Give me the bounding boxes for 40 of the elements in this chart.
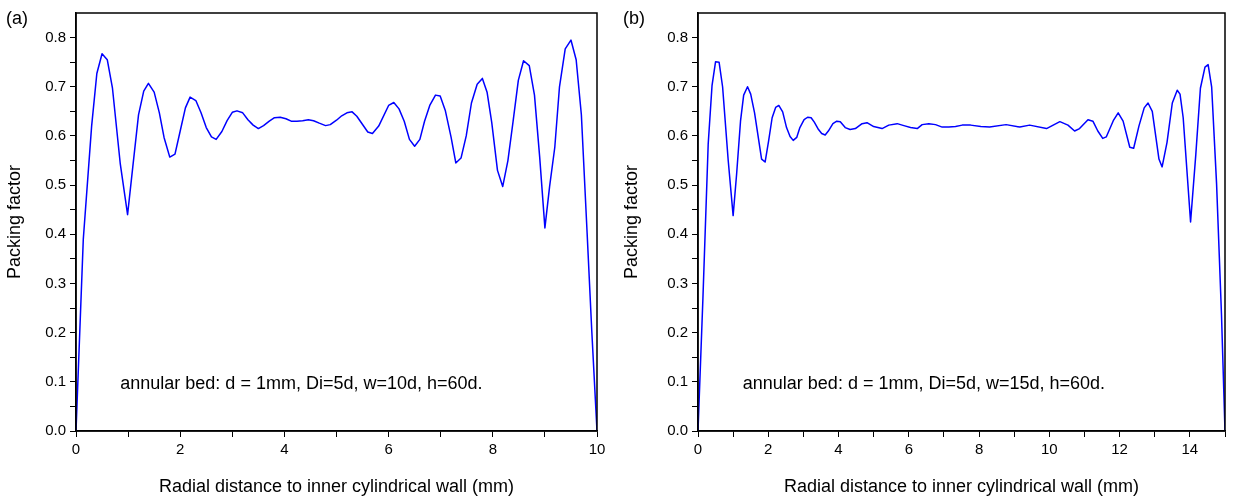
x-tick-label: 8 bbox=[974, 440, 984, 458]
text: (a) bbox=[6, 8, 28, 28]
x-tick-label: 4 bbox=[834, 440, 843, 458]
y-tick-label: 0.3 bbox=[667, 273, 688, 291]
x-tick-label: 10 bbox=[588, 440, 606, 458]
y-tick-label: 0.2 bbox=[45, 322, 66, 340]
x-tick-label: 0 bbox=[693, 440, 703, 458]
y-axis-title: Packing factor bbox=[3, 164, 24, 280]
x-tick-label: 2 bbox=[176, 440, 185, 458]
y-tick-label: 0.6 bbox=[667, 126, 688, 144]
x-tick-label: 4 bbox=[280, 440, 289, 458]
annotation: annular bed: d = 1mm, Di=5d, w=15d, h=60d. bbox=[742, 373, 1106, 394]
x-tick-label: 14 bbox=[1181, 440, 1199, 458]
x-tick-label: 8 bbox=[488, 440, 497, 458]
x-tick-label: 0 bbox=[71, 440, 81, 458]
x-tick-label: 6 bbox=[904, 440, 913, 458]
y-tick-label: 0.0 bbox=[667, 421, 688, 439]
x-axis-title: Radial distance to inner cylindrical wall (mm) bbox=[783, 476, 1140, 497]
y-tick-label: 0.7 bbox=[667, 76, 688, 94]
y-tick-label: 0.5 bbox=[45, 175, 66, 193]
y-axis-title: Packing factor bbox=[620, 164, 641, 280]
y-tick-label: 0.1 bbox=[45, 371, 66, 389]
y-tick-label: 0.6 bbox=[45, 126, 66, 144]
text: (b) bbox=[623, 8, 645, 28]
x-tick-label: 6 bbox=[384, 440, 393, 458]
x-tick-label: 12 bbox=[1111, 440, 1128, 458]
x-tick-label: 10 bbox=[1040, 440, 1058, 458]
y-tick-label: 0.0 bbox=[45, 421, 66, 439]
annotation: annular bed: d = 1mm, Di=5d, w=10d, h=60d. bbox=[120, 373, 483, 394]
y-tick-label: 0.4 bbox=[667, 224, 688, 242]
x-tick-label: 2 bbox=[764, 440, 773, 458]
y-tick-label: 0.3 bbox=[45, 273, 66, 291]
y-tick-label: 0.5 bbox=[667, 175, 688, 193]
y-tick-label: 0.8 bbox=[45, 27, 66, 45]
y-tick-label: 0.2 bbox=[667, 322, 688, 340]
y-tick-label: 0.7 bbox=[45, 76, 66, 94]
y-tick-label: 0.1 bbox=[667, 371, 688, 389]
x-axis-title: Radial distance to inner cylindrical wall (mm) bbox=[158, 476, 515, 497]
y-tick-label: 0.8 bbox=[667, 27, 688, 45]
y-tick-label: 0.4 bbox=[45, 224, 66, 242]
